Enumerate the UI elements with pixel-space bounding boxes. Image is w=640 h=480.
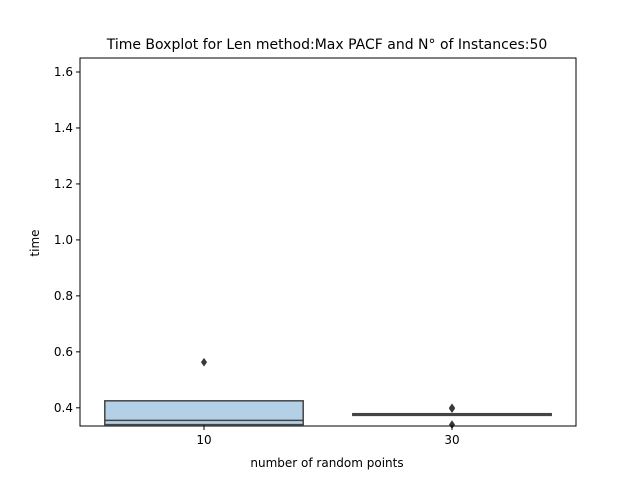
x-tick-label: 30 [444, 433, 459, 447]
y-tick-label: 1.6 [54, 65, 73, 79]
y-tick-label: 0.6 [54, 345, 73, 359]
box-10 [104, 400, 304, 426]
plot-area [104, 357, 552, 430]
axes-frame [79, 57, 577, 427]
x-tick-label: 10 [196, 433, 211, 447]
chart-title: Time Boxplot for Len method:Max PACF and… [106, 37, 548, 53]
outlier-point [448, 404, 456, 414]
y-axis-label: time [28, 229, 42, 256]
outlier-point [200, 357, 208, 367]
y-tick-label: 1.2 [54, 177, 73, 191]
y-tick-label: 1.0 [54, 233, 73, 247]
y-tick-label: 0.8 [54, 289, 73, 303]
y-tick-label: 1.4 [54, 121, 73, 135]
axes: 0.4 0.6 0.8 1.0 1.2 1.4 1.6 10 30 [54, 57, 577, 447]
y-tick-label: 0.4 [54, 401, 73, 415]
x-axis-label: number of random points [250, 456, 403, 470]
